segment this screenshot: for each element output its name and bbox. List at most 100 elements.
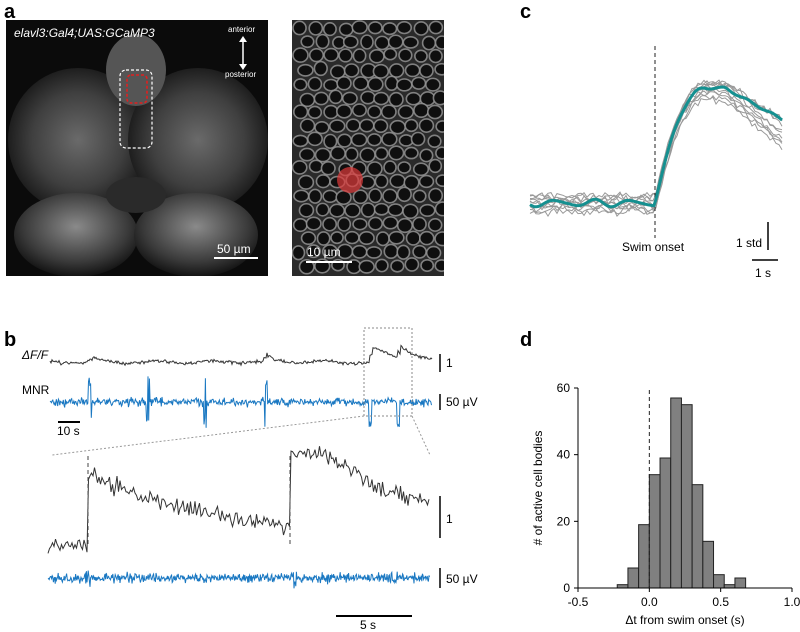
cell-body (297, 174, 315, 190)
cell-body (330, 231, 344, 245)
scale-uv-top-label: 50 µV (446, 395, 478, 409)
single-trial-trace (529, 94, 783, 218)
cell-body (412, 189, 427, 203)
cell-body (382, 188, 398, 204)
cell-body (372, 63, 390, 79)
cell-body (412, 162, 430, 177)
cell-body (398, 48, 413, 63)
cell-body (306, 244, 321, 259)
cell-body (402, 36, 419, 49)
histogram-bar (734, 577, 747, 589)
cell-body (307, 131, 323, 147)
cell-body (323, 47, 339, 62)
zoom-box (363, 327, 413, 417)
cell-body (390, 259, 405, 273)
cell-body (313, 91, 329, 106)
cell-body (351, 20, 368, 35)
cell-body (367, 216, 383, 231)
histogram-bar (627, 567, 640, 589)
cell-body (305, 216, 322, 231)
posterior-label: posterior (225, 70, 257, 79)
cell-body (307, 105, 323, 120)
scalebar-10um-label: 10 µm (307, 245, 341, 259)
cell-body (308, 20, 324, 36)
cell-body (425, 245, 442, 261)
cell-body (434, 201, 444, 217)
cell-body (366, 161, 383, 177)
swim-onset-label: Swim onset (622, 240, 685, 254)
x-tick-label: 1.0 (784, 595, 800, 609)
histogram-bar (680, 404, 693, 589)
cell-body (352, 48, 367, 64)
x-tick-label: -0.5 (568, 595, 589, 609)
cell-body (428, 158, 443, 174)
cell-body (428, 48, 443, 64)
cell-body (350, 132, 368, 147)
cell-body (434, 231, 444, 247)
cell-body (434, 62, 444, 76)
cell-body (367, 105, 382, 119)
cell-body (413, 21, 429, 36)
cell-body (380, 104, 397, 120)
cell-body (298, 202, 315, 218)
cell-body (374, 174, 389, 189)
cell-body (396, 217, 413, 234)
cell-body (323, 133, 338, 149)
orientation-arrow (214, 36, 258, 259)
genotype-label: elavl3:Gal4;UAS:GCaMP3 (14, 26, 155, 40)
cell-body (388, 63, 405, 78)
cell-body (367, 76, 384, 92)
cell-body (322, 22, 337, 37)
cell-body (316, 231, 331, 246)
cell-body (368, 188, 383, 204)
y-tick-label: 20 (557, 514, 571, 528)
cell-body (328, 119, 346, 133)
cell-body (435, 146, 444, 160)
cell-body (351, 103, 367, 117)
cell-body (374, 146, 389, 161)
cell-body (344, 147, 359, 162)
cell-body (434, 259, 444, 273)
cell-body (397, 104, 415, 120)
mnr-trace-full (49, 376, 432, 428)
brain-overview-image: elavl3:Gal4;UAS:GCaMP3 anterior posterio… (6, 20, 268, 276)
y-tick-label: 60 (557, 381, 571, 395)
cell-body (292, 47, 309, 63)
cell-body (374, 258, 389, 273)
cell-body (383, 47, 398, 61)
scale-dff-bottom-label: 1 (446, 512, 453, 526)
cell-body (300, 231, 317, 245)
cell-body (404, 257, 420, 272)
cell-body (419, 148, 434, 163)
cell-body (434, 35, 444, 50)
cell-body (428, 187, 444, 204)
scale-std-label: 1 std (736, 236, 763, 250)
cell-body (298, 147, 316, 162)
cell-body (418, 118, 435, 133)
cell-body (418, 174, 435, 189)
mean-trace (529, 85, 783, 209)
cell-body (403, 174, 420, 191)
x-tick-label: 0.0 (641, 595, 658, 609)
cell-body (358, 259, 375, 274)
panel-d-letter: d (520, 329, 533, 351)
dff-label: ΔF/F (22, 348, 49, 362)
cell-body (402, 203, 419, 220)
cell-body (342, 35, 359, 49)
cell-body (300, 35, 315, 49)
zoomed-image: 10 µm (292, 20, 444, 276)
cell-body (307, 76, 323, 92)
cell-body (338, 48, 353, 63)
roi-outline-red (126, 74, 148, 104)
scale-1s-label: 1 s (755, 266, 772, 280)
cell-body (396, 244, 411, 260)
histogram-bar (713, 574, 725, 589)
scale-uv-bottom-label: 50 µV (446, 572, 478, 586)
y-tick-label: 0 (563, 581, 570, 595)
cell-body (352, 217, 368, 231)
cell-body (426, 104, 444, 120)
cell-body (427, 134, 442, 148)
cell-body (388, 145, 405, 161)
cell-body (293, 104, 309, 120)
